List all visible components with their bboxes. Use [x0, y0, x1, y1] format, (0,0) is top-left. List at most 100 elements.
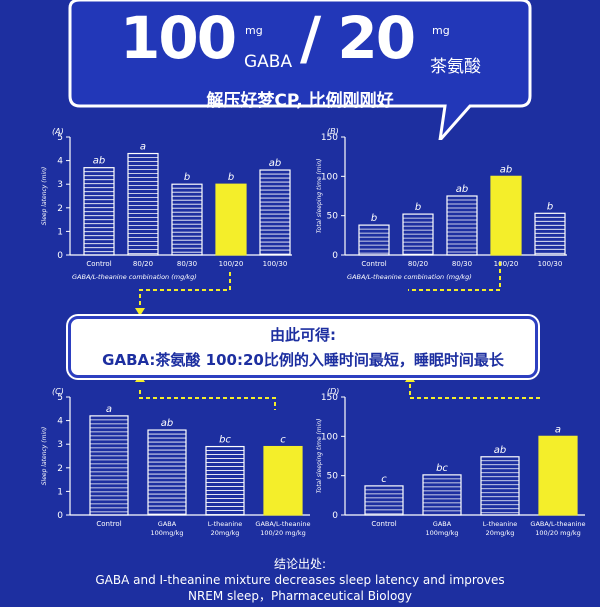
panel-label: (A)	[52, 127, 64, 136]
source-line-2: NREM sleep，Pharmaceutical Biology	[187, 589, 413, 603]
bar	[358, 224, 390, 256]
category-label: 20mg/kg	[486, 529, 515, 537]
source-footer: 结论出处: GABA and I-theanine mixture decrea…	[0, 556, 600, 604]
category-label: 80/20	[133, 260, 153, 268]
category-label: GABA/L-theanine	[255, 520, 310, 528]
significance-letter: ab	[494, 445, 506, 456]
y-tick-label: 0	[332, 511, 338, 521]
significance-letter: ab	[161, 418, 173, 429]
category-label: 100/30	[538, 260, 563, 268]
header-subtitle: 解压好梦CP, 比例刚刚好	[206, 91, 394, 111]
bar	[263, 445, 303, 516]
category-label: Control	[371, 520, 396, 528]
bar	[402, 213, 434, 256]
bar-group	[83, 167, 115, 256]
bar	[538, 435, 578, 516]
arrow-b	[408, 262, 501, 291]
category-label: 100mg/kg	[426, 529, 459, 537]
x-axis-label: GABA/L-theanine combination (mg/kg)	[347, 273, 472, 281]
category-label: 100mg/kg	[151, 529, 184, 537]
bar	[534, 212, 566, 256]
bar	[215, 183, 247, 256]
bar	[147, 429, 187, 516]
significance-letter: b	[184, 172, 190, 183]
y-tick-label: 5	[57, 133, 63, 143]
significance-letter: a	[140, 142, 146, 153]
chart-c: (C) 0 1 2 3 4 5 Sleep latency (min) a Control ab GA…	[41, 387, 311, 537]
theanine-unit: mg	[432, 24, 450, 37]
y-tick-label: 50	[327, 212, 339, 222]
bar-group	[422, 474, 462, 516]
panel-label: (D)	[327, 387, 339, 396]
significance-letter: c	[280, 435, 286, 446]
significance-letter: bc	[436, 463, 448, 474]
category-label: GABA	[433, 520, 452, 528]
panel-label: (B)	[327, 127, 339, 136]
y-tick-label: 0	[57, 251, 63, 261]
gaba-unit: mg	[245, 24, 263, 37]
category-label: 20mg/kg	[211, 529, 240, 537]
y-tick-label: 150	[321, 133, 338, 143]
chart-d: (D) 0 50 100 150 Total sleeping time (min) c Co…	[316, 387, 586, 537]
bar-group	[446, 195, 478, 256]
category-label: 100/20	[494, 260, 519, 268]
significance-letter: b	[547, 201, 553, 212]
significance-letter: ab	[456, 184, 468, 195]
bar-group	[89, 415, 129, 516]
significance-letter: ab	[269, 158, 281, 169]
category-label: 80/20	[408, 260, 428, 268]
category-label: GABA/L-theanine	[530, 520, 585, 528]
category-label: Control	[86, 260, 111, 268]
bar	[171, 183, 203, 256]
category-label: 80/30	[177, 260, 197, 268]
category-label: L-theanine	[483, 520, 518, 528]
bar	[364, 485, 404, 516]
y-tick-label: 50	[327, 472, 339, 482]
significance-letter: c	[381, 474, 387, 485]
source-line-1: GABA and I-theanine mixture decreases sl…	[95, 573, 505, 587]
bar-group	[215, 183, 247, 256]
significance-letter: a	[106, 404, 112, 415]
theanine-dose-number: / 20	[300, 4, 416, 72]
y-tick-label: 2	[57, 204, 63, 214]
conclusion-text: GABA:茶氨酸 100:20比例的入睡时间最短，睡眠时间最长	[102, 351, 504, 369]
y-axis-label: Total sleeping time (min)	[316, 419, 323, 494]
y-tick-label: 0	[332, 251, 338, 261]
x-axis-label: GABA/L-theanine combination (mg/kg)	[72, 273, 197, 281]
y-tick-label: 5	[57, 393, 63, 403]
arrowhead-a	[135, 308, 145, 316]
significance-letter: a	[555, 424, 561, 435]
y-tick-label: 2	[57, 464, 63, 474]
category-label: 100/20	[219, 260, 244, 268]
bar-group	[490, 175, 522, 256]
arrow-c	[139, 390, 276, 410]
bar-group	[534, 212, 566, 256]
category-label: GABA	[158, 520, 177, 528]
y-tick-label: 3	[57, 180, 63, 190]
y-axis-label: Sleep latency (min)	[41, 167, 48, 226]
category-label: 100/20 mg/kg	[260, 529, 305, 537]
significance-letter: ab	[93, 156, 105, 167]
y-tick-label: 100	[321, 172, 338, 182]
bar	[490, 175, 522, 256]
y-axis-label: Sleep latency (min)	[41, 427, 48, 486]
significance-letter: ab	[500, 164, 512, 175]
category-label: 80/30	[452, 260, 472, 268]
y-tick-label: 1	[57, 227, 63, 237]
significance-letter: b	[415, 202, 421, 213]
bar-group	[538, 435, 578, 516]
chart-b: (B) 0 50 100 150 Total sleeping time (min) b Co…	[316, 127, 567, 281]
arrowhead-c	[135, 374, 145, 382]
category-label: L-theanine	[208, 520, 243, 528]
y-tick-label: 100	[321, 432, 338, 442]
y-tick-label: 150	[321, 393, 338, 403]
y-tick-label: 0	[57, 511, 63, 521]
bar-group	[263, 445, 303, 516]
bar-group	[259, 169, 291, 256]
bar	[89, 415, 129, 516]
arrow-a	[139, 272, 231, 312]
bar-group	[364, 485, 404, 516]
significance-letter: b	[228, 172, 234, 183]
bar-group	[147, 429, 187, 516]
